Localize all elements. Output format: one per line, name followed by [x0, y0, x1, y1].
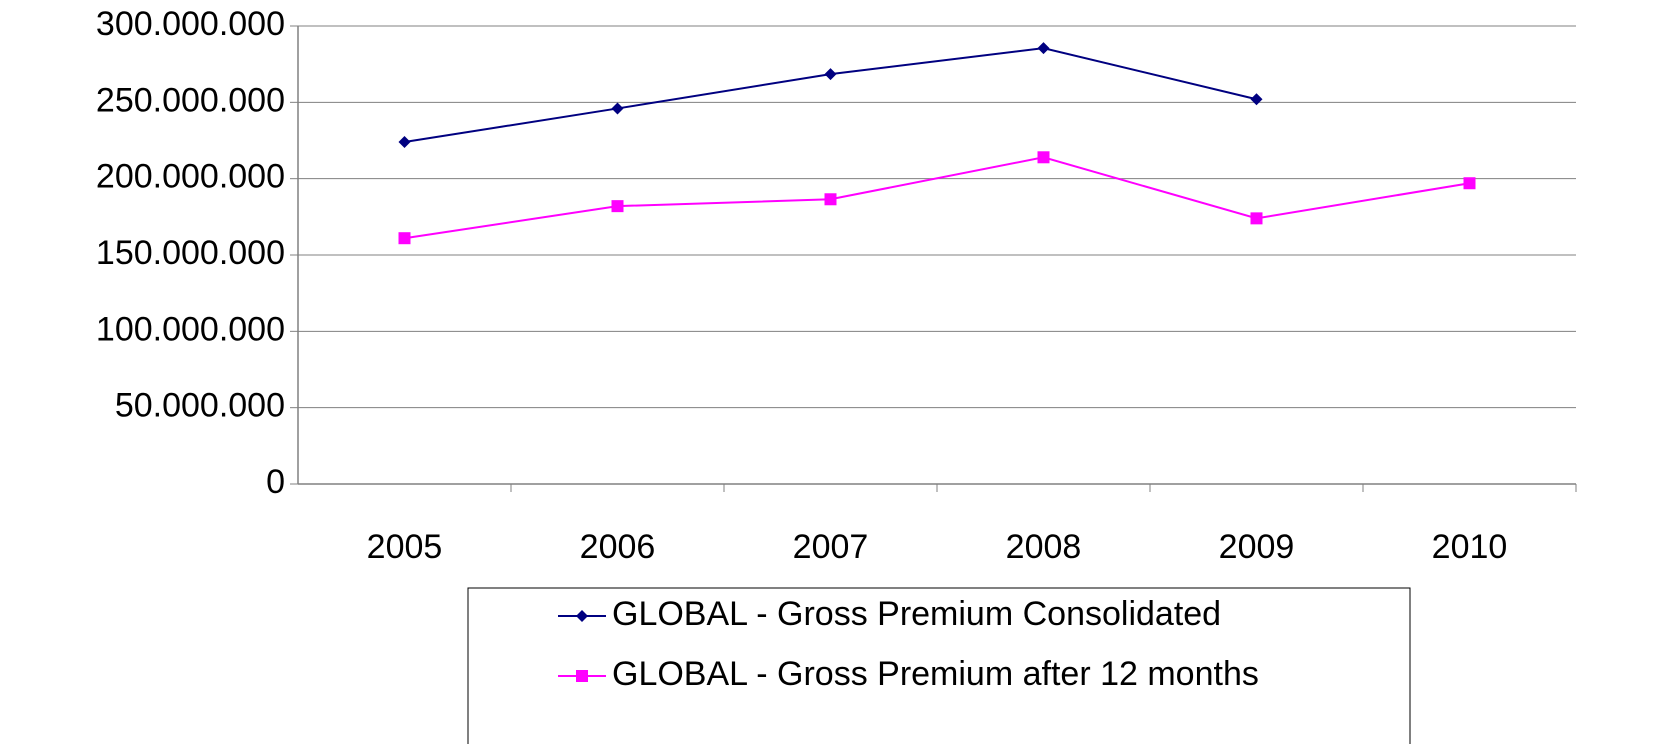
data-point: [1037, 151, 1050, 164]
series-line: [404, 47, 1257, 144]
y-tick-label: 50.000.000: [115, 387, 285, 425]
x-tick-label: 2008: [1006, 528, 1082, 566]
y-tick-label: 150.000.000: [96, 234, 285, 272]
data-point: [1463, 177, 1476, 190]
legend-box: [467, 587, 1411, 744]
x-tick-label: 2009: [1219, 528, 1295, 566]
legend-label: GLOBAL - Gross Premium after 12 months: [612, 655, 1259, 693]
y-tick-label: 200.000.000: [96, 158, 285, 196]
y-tick-label: 100.000.000: [96, 310, 285, 348]
series-line: [404, 156, 1470, 240]
y-tick-label: 250.000.000: [96, 81, 285, 119]
x-tick-label: 2010: [1432, 528, 1508, 566]
data-point: [824, 193, 837, 206]
data-point: [611, 200, 624, 213]
x-tick-label: 2005: [367, 528, 443, 566]
data-point: [398, 232, 411, 245]
x-tick-label: 2007: [793, 528, 869, 566]
data-point: [824, 68, 837, 81]
data-point: [611, 102, 624, 115]
y-tick-label: 0: [266, 463, 285, 501]
legend-marker: [576, 670, 588, 682]
legend-marker: [576, 610, 588, 622]
data-point: [398, 136, 411, 149]
x-tick-label: 2006: [580, 528, 656, 566]
data-point: [1250, 93, 1263, 106]
data-point: [1037, 42, 1050, 55]
y-tick-label: 300.000.000: [96, 5, 285, 43]
data-point: [1250, 212, 1263, 225]
legend-label: GLOBAL - Gross Premium Consolidated: [612, 595, 1221, 633]
